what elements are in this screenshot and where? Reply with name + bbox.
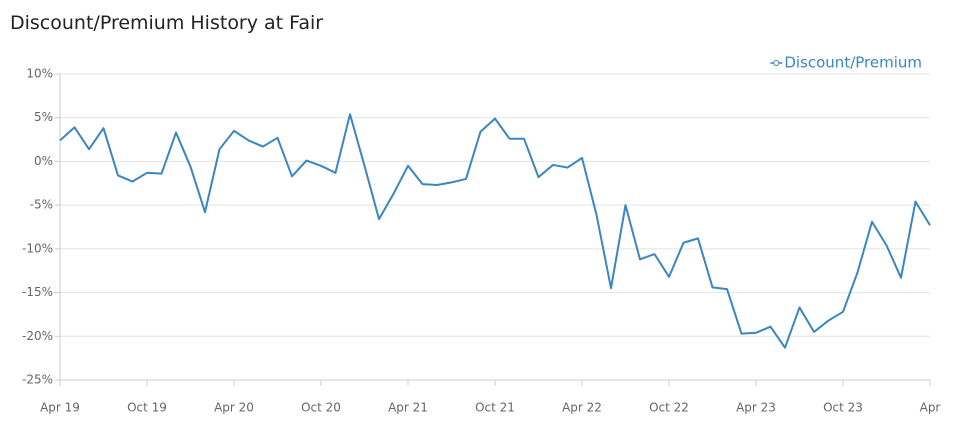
legend-label[interactable]: Discount/Premium <box>784 54 922 72</box>
legend-marker <box>773 60 780 66</box>
chart-title: Discount/Premium History at Fair <box>10 12 323 34</box>
y-tick-label: -15% <box>22 285 53 299</box>
x-tick-label: Oct 21 <box>475 401 515 415</box>
y-tick-label: -10% <box>22 241 53 255</box>
x-tick-label: Oct 19 <box>127 401 167 415</box>
y-tick-label: -25% <box>22 373 53 387</box>
x-tick-label: Oct 22 <box>649 401 689 415</box>
x-tick-label: Apr 21 <box>388 401 428 415</box>
y-tick-label: -20% <box>22 329 53 343</box>
data-line <box>59 113 931 349</box>
y-tick-label: -5% <box>30 198 53 212</box>
x-tick-label: Apr 23 <box>736 401 776 415</box>
y-tick-label: 5% <box>34 110 53 124</box>
x-tick-label: Apr 20 <box>214 401 254 415</box>
x-tick-label: Apr 19 <box>40 401 80 415</box>
x-tick-label: Apr 22 <box>562 401 602 415</box>
x-tick-label: Apr <box>920 401 941 415</box>
x-tick-label: Oct 23 <box>823 401 863 415</box>
y-tick-label: 0% <box>34 154 53 168</box>
y-tick-label: 10% <box>26 67 53 81</box>
x-tick-label: Oct 20 <box>301 401 341 415</box>
